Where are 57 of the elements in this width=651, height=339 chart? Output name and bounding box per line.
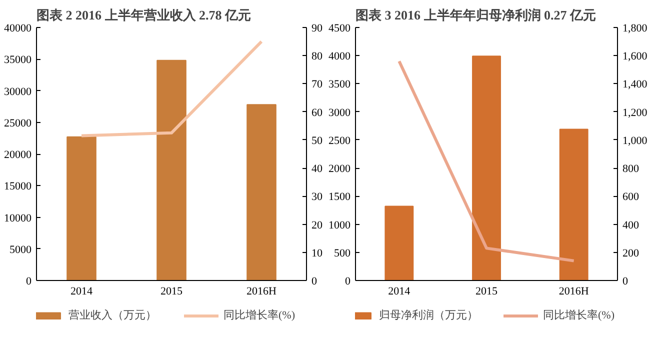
y2-tick-label: 1,000 (622, 134, 648, 147)
x-tick-label: 2015 (476, 286, 498, 298)
bar (384, 206, 414, 280)
y2-tick-label: 60 (312, 106, 323, 119)
y-tick-label: 5000 (10, 244, 32, 256)
bar (246, 104, 276, 280)
x-tick-label: 2014 (70, 286, 93, 298)
y-tick-label: 1500 (328, 191, 351, 204)
y2-tick-label: 50 (312, 134, 323, 147)
y2-tick-label: 600 (622, 191, 640, 204)
legend-label: 同比增长率(%) (543, 308, 616, 322)
y-tick-label: 0 (26, 276, 32, 288)
y-tick-label: 4500 (328, 22, 351, 34)
bar (472, 56, 501, 280)
y2-tick-label: 1,200 (622, 106, 648, 119)
y2-tick-label: 0 (622, 276, 628, 288)
y2-tick-label: 70 (312, 78, 323, 91)
y2-tick-label: 10 (312, 247, 323, 260)
x-tick-label: 2016H (246, 286, 277, 298)
y-tick-label: 0 (345, 276, 351, 288)
y2-tick-label: 1,800 (622, 22, 648, 34)
y-tick-label: 15000 (4, 180, 32, 193)
y-tick-label: 4000 (328, 50, 351, 63)
y2-tick-label: 80 (312, 50, 323, 63)
y2-tick-label: 40 (312, 163, 323, 176)
y-tick-label: 2000 (328, 163, 351, 176)
y2-tick-label: 20 (312, 219, 323, 232)
bar (559, 128, 588, 280)
y-tick-label: 10000 (4, 212, 32, 224)
y2-tick-label: 30 (312, 191, 323, 204)
y-tick-label: 500 (334, 247, 351, 260)
y-tick-label: 30000 (4, 86, 32, 98)
chart-title: 图表 2 2016 上半年营业收入 2.78 亿元 (36, 8, 251, 22)
y2-tick-label: 200 (622, 247, 640, 260)
y-tick-label: 2500 (328, 134, 351, 147)
y2-tick-label: 400 (622, 219, 640, 232)
legend-label: 营业收入（万元） (68, 308, 158, 322)
bar (156, 60, 186, 280)
y2-tick-label: 1,600 (622, 50, 648, 63)
x-tick-label: 2016H (558, 286, 589, 298)
legend-label: 同比增长率(%) (224, 308, 296, 322)
y2-tick-label: 0 (312, 276, 318, 288)
y2-tick-label: 800 (622, 163, 640, 176)
y-tick-label: 1000 (328, 219, 351, 232)
y-tick-label: 40000 (4, 22, 32, 34)
y-tick-label: 3000 (328, 106, 351, 119)
y2-tick-label: 1,400 (622, 78, 648, 91)
legend-label: 归母净利润（万元） (379, 308, 478, 322)
chart-title: 图表 3 2016 上半年年归母净利润 0.27 亿元 (356, 8, 596, 22)
x-tick-label: 2015 (160, 286, 183, 298)
y-tick-label: 35000 (4, 54, 32, 66)
y-tick-label: 3500 (328, 78, 351, 91)
y2-tick-label: 90 (312, 22, 323, 34)
x-tick-label: 2014 (388, 286, 411, 298)
bar (66, 136, 96, 280)
y-tick-label: 20000 (4, 149, 32, 161)
y-tick-label: 25000 (4, 117, 32, 130)
